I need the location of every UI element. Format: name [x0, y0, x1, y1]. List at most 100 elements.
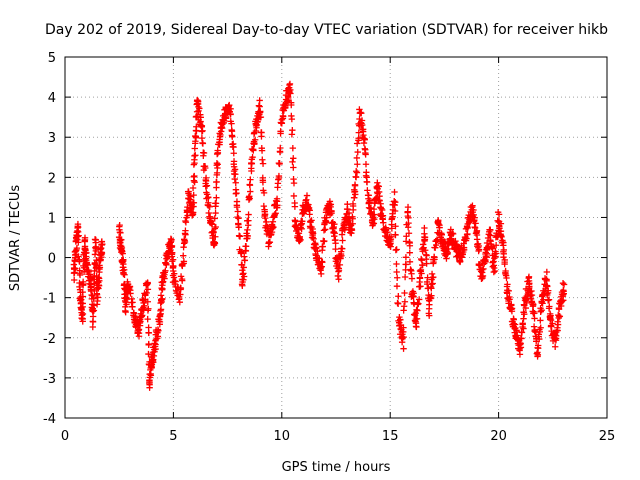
data-point-364 [146, 381, 153, 388]
data-point-283 [127, 290, 134, 297]
data-point-1877 [522, 304, 529, 312]
data-point-1464 [416, 275, 424, 282]
data-point-1490 [423, 260, 430, 267]
data-point-207 [98, 238, 105, 246]
data-point-1211 [351, 181, 359, 188]
data-point-1521 [431, 256, 438, 263]
data-point-663 [213, 178, 220, 186]
data-point-1159 [339, 237, 346, 244]
data-point-1712 [480, 265, 487, 273]
data-point-1514 [430, 273, 437, 281]
data-point-923 [278, 116, 286, 123]
data-point-485 [172, 278, 179, 285]
data-point-1430 [408, 275, 416, 282]
data-point-705 [222, 115, 230, 122]
data-point-1300 [375, 183, 382, 190]
data-point-1944 [539, 300, 546, 307]
data-point-1018 [303, 196, 310, 203]
data-point-1710 [479, 272, 487, 280]
data-point-717 [226, 101, 233, 109]
data-point-721 [227, 111, 234, 118]
y-tick-label-7: 3 [48, 131, 56, 146]
data-point-324 [138, 312, 146, 319]
data-point-1538 [435, 220, 442, 228]
data-point-851 [260, 189, 268, 197]
data-point-755 [235, 224, 242, 231]
data-point-1784 [498, 233, 505, 241]
data-point-415 [157, 307, 164, 315]
data-point-403 [155, 327, 162, 334]
data-point-1267 [366, 198, 373, 206]
data-point-172 [94, 294, 101, 301]
data-point-807 [249, 154, 256, 161]
data-point-773 [240, 273, 248, 280]
data-point-140 [90, 295, 97, 302]
data-point-1728 [483, 239, 491, 247]
data-point-809 [250, 146, 257, 153]
data-point-673 [214, 149, 222, 157]
data-point-1215 [353, 169, 361, 176]
data-point-245 [120, 270, 127, 277]
data-point-463 [168, 236, 175, 243]
data-point-1792 [500, 246, 508, 254]
data-point-1371 [393, 246, 400, 253]
data-point-409 [156, 318, 164, 326]
data-point-1427 [407, 266, 414, 273]
data-point-517 [181, 237, 188, 244]
data-point-71 [79, 300, 86, 307]
plot-frame [64, 56, 608, 419]
data-point-2029 [559, 280, 567, 287]
data-point-1045 [310, 235, 317, 243]
data-point-1507 [428, 292, 435, 299]
data-point-288 [129, 303, 136, 310]
data-point-727 [229, 133, 236, 140]
data-point-962 [288, 131, 296, 138]
data-point-247 [121, 271, 128, 278]
data-point-437 [161, 271, 168, 278]
data-point-1133 [332, 245, 339, 253]
data-point-1709 [479, 266, 486, 273]
data-point-1762 [492, 250, 500, 257]
data-point-104 [84, 267, 91, 275]
data-point-76 [79, 281, 87, 289]
data-point-695 [220, 119, 227, 127]
data-point-1262 [365, 192, 372, 199]
data-point-1894 [526, 283, 533, 290]
data-point-2020 [558, 298, 566, 305]
data-point-1111 [326, 198, 334, 205]
data-point-895 [271, 211, 279, 218]
data-point-1978 [547, 316, 555, 324]
data-point-816 [251, 129, 258, 136]
data-point-1861 [517, 335, 525, 342]
data-point-1184 [345, 214, 353, 221]
data-point-1280 [369, 220, 377, 228]
data-point-905 [273, 198, 281, 205]
data-point-963 [289, 144, 297, 152]
data-point-1450 [412, 319, 420, 327]
data-point-1132 [332, 240, 339, 247]
data-point-473 [169, 256, 177, 263]
x-tick-label-1: 5 [169, 429, 177, 444]
data-point-1868 [520, 315, 527, 322]
data-point-482 [170, 274, 178, 281]
data-point-790 [245, 217, 252, 224]
data-point-887 [270, 223, 277, 231]
data-point-1046 [309, 230, 317, 237]
data-point-910 [275, 172, 283, 180]
data-point-332 [141, 302, 148, 309]
data-point-723 [228, 120, 235, 127]
data-point-573 [193, 123, 200, 130]
data-point-748 [234, 208, 241, 215]
data-point-1747 [489, 245, 496, 252]
data-point-849 [259, 177, 267, 184]
data-point-823 [253, 124, 260, 131]
data-point-1592 [449, 230, 457, 238]
data-point-1 [70, 276, 78, 284]
data-point-1928 [534, 342, 542, 349]
data-point-1806 [504, 281, 511, 288]
data-point-1423 [406, 242, 414, 249]
data-point-1463 [417, 283, 424, 290]
data-point-1694 [475, 246, 483, 253]
data-point-626 [205, 199, 212, 206]
data-point-799 [247, 176, 254, 183]
